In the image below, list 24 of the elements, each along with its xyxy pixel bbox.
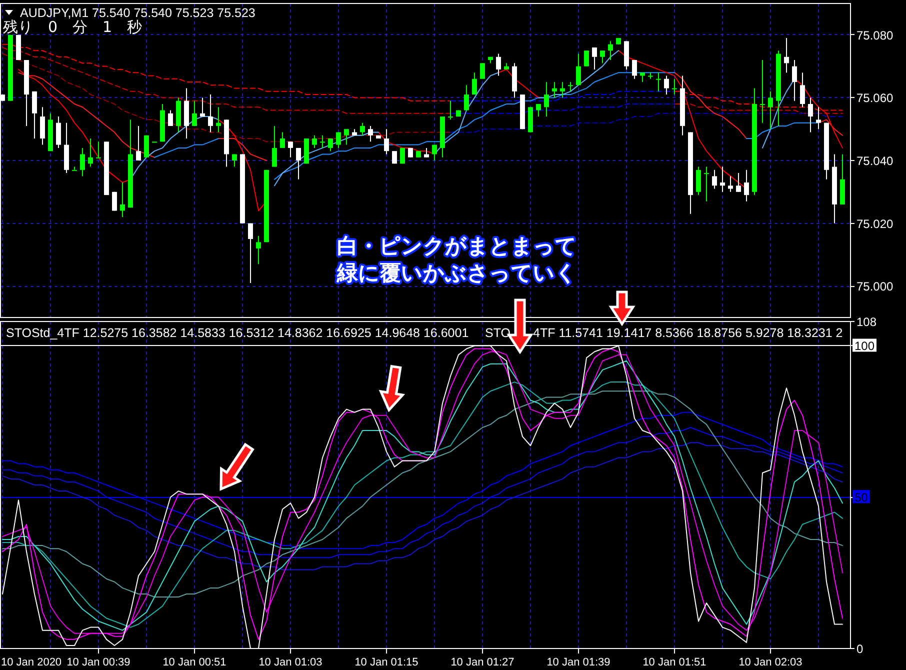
x-tick-label: 10 Jan 01:51 — [642, 656, 706, 668]
y-tick-label: 0 — [856, 642, 864, 656]
text: 10 Jan 2020 — [1, 656, 62, 668]
y-tick-label: 75.040 — [856, 154, 894, 168]
y-tick-label: 108 — [856, 315, 877, 329]
annotation: 緑に覆いかぶさっていく — [336, 261, 577, 285]
x-tick-label: 10 Jan 01:15 — [354, 656, 418, 668]
chart-title: STOStd_4TF 12.5275 16.3582 14.5833 16.5312 14.8362 16.6925 14.9648 16.6001 — [6, 326, 469, 340]
x-tick-label: 10 Jan 01:27 — [450, 656, 514, 668]
y-tick-label: 75.000 — [856, 280, 894, 294]
text: STO 4TF 11.5741 19.1417 8.5366 18.8756 5.9278 18.3231 2 — [485, 326, 843, 340]
x-tick-label: 10 Jan 00:51 — [162, 656, 226, 668]
y-tick-label: 75.020 — [856, 216, 894, 231]
annotation: 白・ピンクがまとまって — [337, 234, 577, 258]
x-tick-label: 10 Jan 02:03 — [738, 656, 802, 668]
y-tick-label: 50 — [852, 490, 870, 505]
y-tick-label: 75.080 — [856, 28, 894, 42]
y-tick-label: 75.060 — [856, 91, 894, 106]
x-tick-label: 10 Jan 01:39 — [546, 656, 610, 668]
x-tick-label: 10 Jan 00:39 — [66, 656, 130, 668]
chart-title: AUDJPY,M1 75.540 75.540 75.523 75.523 — [20, 6, 256, 20]
x-tick-label: 10 Jan 01:03 — [258, 656, 322, 668]
y-tick-label: 100 — [852, 338, 876, 354]
text: 残り 0 分 1 秒 — [3, 18, 142, 36]
